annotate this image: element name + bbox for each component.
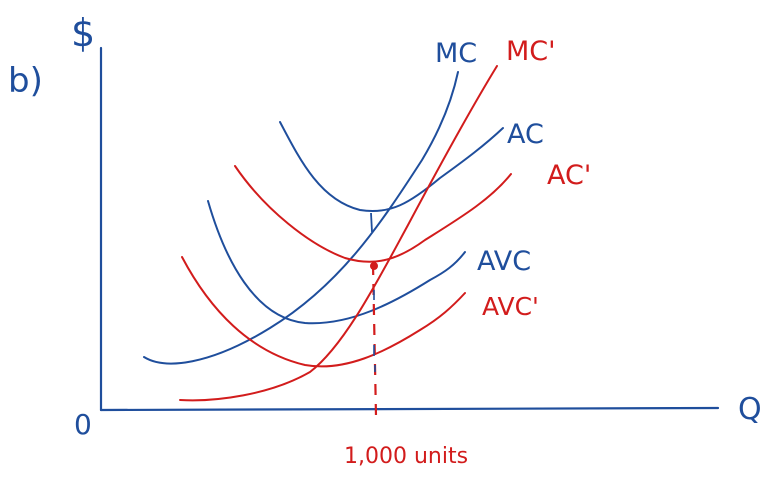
x-axis-label: Q: [738, 392, 762, 427]
mc-label: MC: [435, 38, 477, 69]
quantity-dashed-line: [371, 263, 378, 417]
ac-prime-label: AC': [547, 160, 591, 191]
ac-curve: [279, 121, 504, 212]
y-axis-label: $: [71, 11, 95, 55]
mc-curve: [143, 71, 459, 365]
avc-prime-curve: [181, 256, 466, 368]
ac-prime-curve: [234, 165, 512, 263]
avc-prime-label: AVC': [482, 292, 539, 321]
ac-label: AC: [507, 119, 544, 150]
part-label: b): [8, 61, 43, 101]
avc-label: AVC: [477, 246, 531, 277]
quantity-label: 1,000 units: [344, 444, 468, 469]
avc-curve: [207, 200, 466, 325]
original-min-ac-tick: [370, 212, 373, 233]
mc-prime-curve: [179, 65, 498, 402]
original-quantity-dashes: [373, 290, 376, 372]
x-axis: [99, 406, 720, 412]
mc-prime-label: MC': [506, 36, 556, 67]
axes: [99, 46, 720, 412]
intersection-point: [370, 262, 378, 270]
origin-label: 0: [74, 408, 92, 441]
